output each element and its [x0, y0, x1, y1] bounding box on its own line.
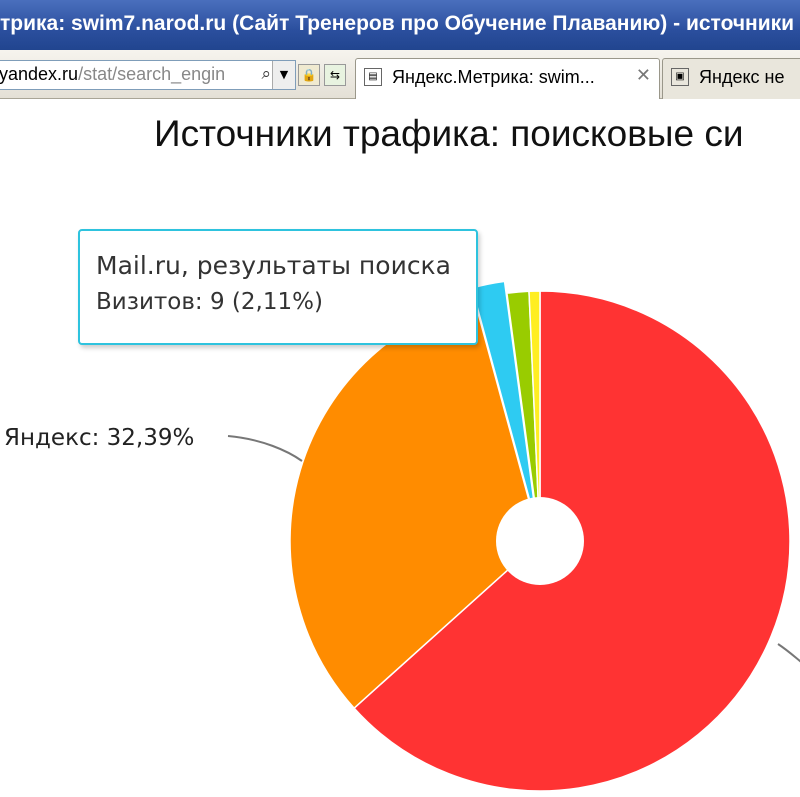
donut-hole [496, 497, 584, 585]
data-label-yandex: Яндекс: 32,39% [4, 425, 195, 451]
address-bar[interactable]: yandex.ru/stat/search_engin ⌕ ▼ [0, 60, 296, 90]
metrica-tab-icon: ▤ [364, 68, 382, 86]
address-url[interactable]: yandex.ru/stat/search_engin [0, 64, 225, 85]
leader-line-slice [777, 643, 800, 663]
address-host: yandex.ru [0, 64, 79, 84]
browser-toolbar: yandex.ru/stat/search_engin ⌕ ▼ 🔒 ⇆ ▤ Ян… [0, 50, 800, 99]
tab-label: Яндекс не [699, 67, 785, 87]
page-title: Источники трафика: поисковые си [154, 113, 744, 154]
pie-chart [227, 280, 800, 792]
tab-metrica[interactable]: ▤ Яндекс.Метрика: swim... ✕ [355, 58, 660, 99]
window-title: трика: swim7.narod.ru (Сайт Тренеров про… [0, 12, 795, 35]
chart-tooltip: Mail.ru, результаты поиска Визитов: 9 (2… [78, 229, 478, 345]
address-path: /stat/search_engin [78, 64, 226, 84]
tab-label: Яндекс.Метрика: swim... [392, 67, 595, 87]
page-tab-icon: ▣ [671, 68, 689, 86]
tooltip-visits: Визитов: 9 (2,11%) [96, 289, 323, 315]
chevron-down-icon[interactable]: ▼ [272, 61, 295, 89]
lock-icon[interactable]: 🔒 [298, 64, 320, 86]
pie-slice-4[interactable] [528, 290, 541, 542]
leader-line-yandex [227, 435, 303, 462]
tab-yandex[interactable]: ▣ Яндекс не [662, 58, 800, 99]
tooltip-series-name: Mail.ru, результаты поиска [96, 251, 451, 280]
window-titlebar: трика: swim7.narod.ru (Сайт Тренеров про… [0, 0, 800, 50]
search-icon[interactable]: ⌕ [261, 64, 271, 84]
refresh-icon[interactable]: ⇆ [324, 64, 346, 86]
page-content: Источники трафика: поисковые си Яндекс: … [0, 99, 800, 797]
close-icon[interactable]: ✕ [635, 65, 651, 85]
